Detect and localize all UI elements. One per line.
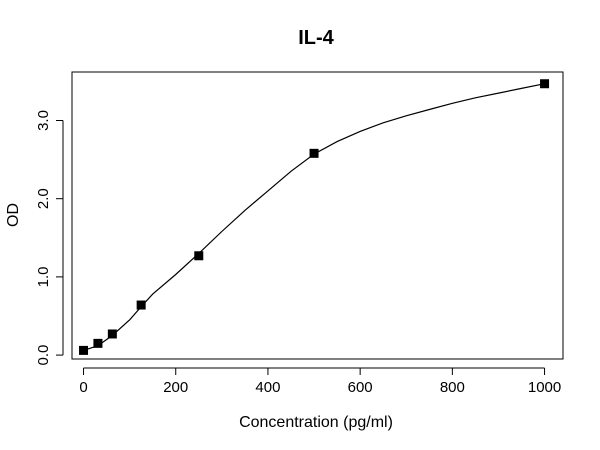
- x-tick-label: 800: [440, 379, 465, 396]
- x-tick-label: 0: [79, 379, 87, 396]
- data-point: [93, 338, 103, 348]
- data-point: [309, 148, 319, 158]
- x-tick-label: 200: [163, 379, 188, 396]
- y-tick-label: 0.0: [35, 345, 52, 366]
- y-axis: 0.0 1.0 2.0 3.0: [35, 110, 64, 366]
- y-tick-label: 3.0: [35, 110, 52, 131]
- chart-title: IL-4: [298, 27, 334, 49]
- data-points: [79, 79, 550, 355]
- x-tick-label: 400: [255, 379, 280, 396]
- y-axis-label: OD: [5, 203, 22, 227]
- y-tick-label: 2.0: [35, 188, 52, 209]
- data-point: [136, 300, 146, 310]
- x-axis-label: Concentration (pg/ml): [239, 414, 393, 431]
- data-point: [540, 79, 550, 89]
- fit-curve: [83, 83, 545, 351]
- x-tick-label: 600: [348, 379, 373, 396]
- x-tick-label: 1000: [528, 379, 561, 396]
- plot-frame: [71, 71, 564, 360]
- data-point: [107, 329, 117, 339]
- x-axis: 0 200 400 600 800 1000: [79, 367, 561, 396]
- y-tick-label: 1.0: [35, 266, 52, 287]
- data-point: [194, 251, 204, 261]
- data-point: [79, 345, 89, 355]
